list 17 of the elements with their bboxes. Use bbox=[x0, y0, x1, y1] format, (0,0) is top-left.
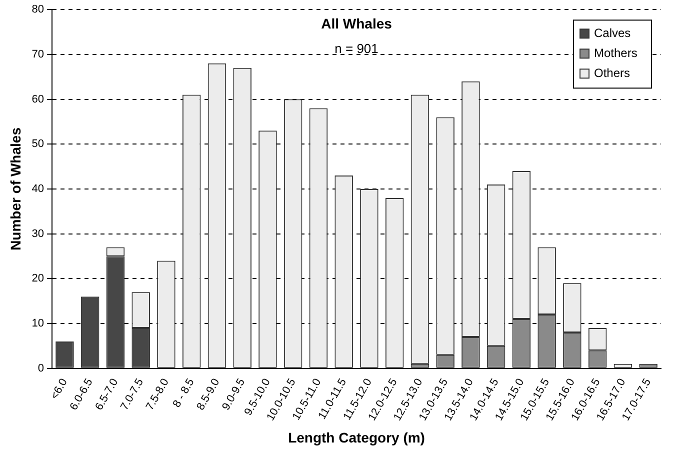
y-tick-label: 70 bbox=[32, 48, 44, 60]
annotation: n = 901 bbox=[334, 41, 378, 56]
x-tick-label: 8 - 8.5 bbox=[170, 376, 197, 410]
x-axis-title: Length Category (m) bbox=[288, 429, 425, 446]
chart-title: All Whales bbox=[321, 15, 392, 32]
y-tick-label: 20 bbox=[32, 272, 44, 285]
y-tick-label: 60 bbox=[32, 93, 44, 106]
y-tick-label: 10 bbox=[32, 318, 44, 330]
y-axis-title: Number of Whales bbox=[7, 127, 24, 250]
y-tick-label: 40 bbox=[32, 183, 44, 196]
y-tick-label: 50 bbox=[32, 138, 44, 150]
legend-label: Mothers bbox=[594, 46, 638, 60]
legend-label: Others bbox=[594, 66, 630, 80]
y-tick-label: 30 bbox=[32, 228, 44, 240]
legend-label: Calves bbox=[594, 26, 631, 40]
y-tick-label: 80 bbox=[32, 4, 44, 16]
y-tick-label: 0 bbox=[38, 362, 44, 374]
